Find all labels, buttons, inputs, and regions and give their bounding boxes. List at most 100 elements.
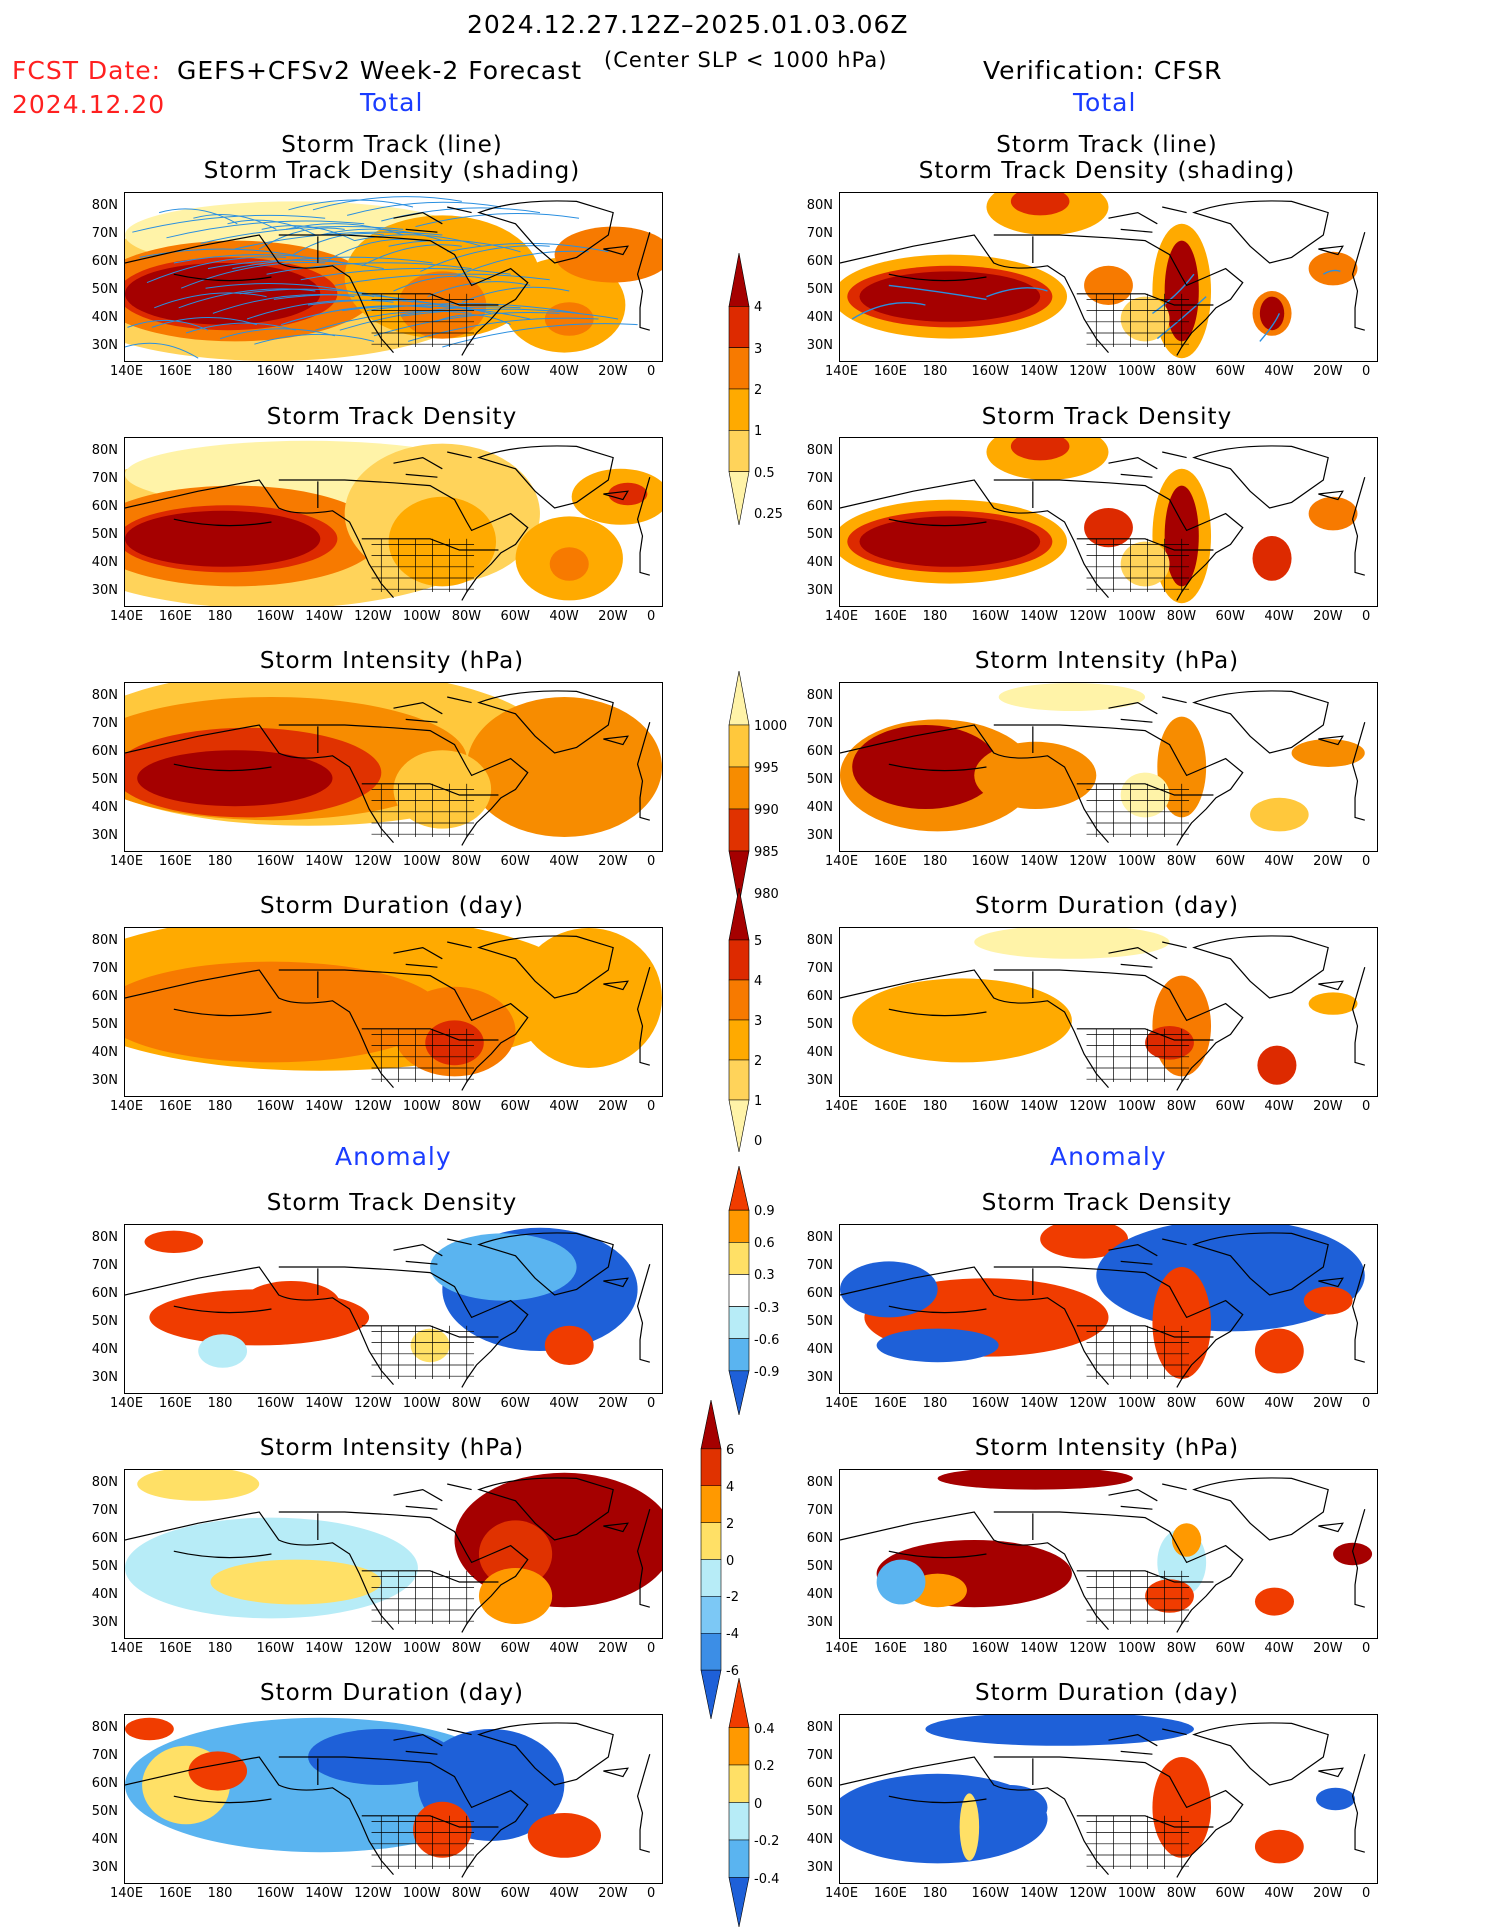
lat-label: 40N bbox=[84, 1832, 118, 1847]
lon-label: 0 bbox=[1362, 364, 1370, 379]
lon-label: 180 bbox=[923, 364, 948, 379]
lon-label: 160E bbox=[874, 1099, 907, 1114]
lon-label: 20W bbox=[1313, 1396, 1342, 1411]
map-panel-5-left bbox=[124, 1469, 663, 1639]
colorbar-segment bbox=[701, 1486, 721, 1523]
field-blob-0 bbox=[925, 1715, 1194, 1746]
lat-label: 40N bbox=[799, 555, 833, 570]
fcst-date-label: FCST Date: bbox=[12, 56, 161, 85]
lon-label: 0 bbox=[647, 1886, 655, 1901]
lon-label: 160E bbox=[874, 609, 907, 624]
map-svg bbox=[840, 193, 1377, 361]
lon-label: 140E bbox=[110, 1886, 143, 1901]
colorbar-label: 990 bbox=[754, 803, 779, 818]
lon-label: 60W bbox=[1216, 1099, 1245, 1114]
colorbar-segment bbox=[729, 1765, 749, 1803]
field-blob-5 bbox=[1292, 739, 1365, 767]
lat-label: 60N bbox=[84, 1531, 118, 1546]
lon-label: 60W bbox=[501, 1641, 530, 1656]
lon-label: 100W bbox=[1118, 854, 1156, 869]
section-total-right: Total bbox=[1073, 88, 1136, 117]
lon-label: 180 bbox=[923, 1886, 948, 1901]
lon-label: 20W bbox=[1313, 1641, 1342, 1656]
coastline-europe bbox=[1353, 967, 1365, 1065]
lat-label: 60N bbox=[799, 499, 833, 514]
lon-label: 80W bbox=[1167, 1641, 1196, 1656]
colorbar-label: 3 bbox=[754, 342, 762, 357]
lat-label: 80N bbox=[799, 1475, 833, 1490]
lat-label: 30N bbox=[84, 1073, 118, 1088]
map-svg bbox=[125, 928, 662, 1096]
lat-label: 70N bbox=[799, 716, 833, 731]
lon-label: 140W bbox=[1020, 1099, 1058, 1114]
lon-label: 140W bbox=[1020, 854, 1058, 869]
lon-label: 180 bbox=[208, 1641, 233, 1656]
lat-label: 70N bbox=[84, 1503, 118, 1518]
lon-label: 120W bbox=[1069, 364, 1107, 379]
lon-label: 20W bbox=[1313, 1099, 1342, 1114]
lat-label: 40N bbox=[84, 1045, 118, 1060]
field-blob-1 bbox=[137, 1470, 259, 1501]
lat-label: 40N bbox=[799, 1045, 833, 1060]
colorbar-intensity_anom bbox=[700, 1400, 722, 1719]
map-panel-3-right bbox=[839, 927, 1378, 1097]
field-blob-4 bbox=[430, 1233, 576, 1300]
field-blob-6 bbox=[1145, 1579, 1194, 1613]
lon-label: 140E bbox=[110, 1641, 143, 1656]
colorbar-segment bbox=[729, 348, 749, 389]
colorbar-label: 0.25 bbox=[754, 507, 783, 522]
colorbar-label: 1 bbox=[754, 1094, 762, 1109]
lon-label: 140W bbox=[1020, 364, 1058, 379]
colorbar-intensity_total bbox=[728, 671, 750, 905]
lon-label: 160W bbox=[256, 364, 294, 379]
lon-label: 160W bbox=[256, 1886, 294, 1901]
lat-label: 70N bbox=[84, 961, 118, 976]
lon-label: 20W bbox=[1313, 364, 1342, 379]
lon-label: 20W bbox=[598, 1099, 627, 1114]
lon-label: 120W bbox=[354, 854, 392, 869]
colorbar-segment bbox=[729, 1060, 749, 1100]
colorbar-label: 1000 bbox=[754, 719, 787, 734]
colorbar-density_anom bbox=[728, 1166, 750, 1415]
colorbar-label: 0.9 bbox=[754, 1204, 775, 1219]
lon-label: 100W bbox=[403, 1099, 441, 1114]
lon-label: 60W bbox=[501, 854, 530, 869]
field-blob-0 bbox=[974, 928, 1169, 959]
lat-label: 30N bbox=[84, 338, 118, 353]
field-blob-5 bbox=[413, 1802, 472, 1858]
map-svg bbox=[125, 1470, 662, 1638]
lon-label: 40W bbox=[1264, 609, 1293, 624]
lon-label: 20W bbox=[598, 1886, 627, 1901]
lon-label: 160W bbox=[256, 1099, 294, 1114]
field-blob-4 bbox=[1255, 1830, 1304, 1864]
panel-title-5-right: Storm Intensity (hPa) bbox=[827, 1435, 1387, 1461]
lat-label: 40N bbox=[799, 1342, 833, 1357]
coastline-iceland bbox=[603, 1768, 627, 1776]
lat-label: 30N bbox=[799, 338, 833, 353]
panel-title-3-left: Storm Duration (day) bbox=[112, 893, 672, 919]
field-blob-6 bbox=[1304, 1287, 1353, 1315]
colorbar-label: 2 bbox=[754, 383, 762, 398]
lon-label: 180 bbox=[923, 854, 948, 869]
colorbar-label: 0.6 bbox=[754, 1236, 775, 1251]
coastline-europe bbox=[1353, 232, 1365, 330]
lon-label: 0 bbox=[647, 854, 655, 869]
field-blob-6 bbox=[1250, 798, 1309, 832]
lon-label: 100W bbox=[1118, 1099, 1156, 1114]
map-panel-2-left bbox=[124, 682, 663, 852]
lon-label: 20W bbox=[598, 1396, 627, 1411]
lat-label: 50N bbox=[84, 1017, 118, 1032]
field-blob-0 bbox=[999, 683, 1145, 711]
lon-label: 120W bbox=[354, 609, 392, 624]
colorbar-label: 0.2 bbox=[754, 1759, 775, 1774]
lon-label: 60W bbox=[1216, 609, 1245, 624]
lat-label: 30N bbox=[84, 1860, 118, 1875]
section-total-left: Total bbox=[360, 88, 423, 117]
panel-title-0-right: Storm Track Density (shading) bbox=[827, 158, 1387, 184]
colorbar-label: -6 bbox=[726, 1664, 739, 1679]
lon-label: 160W bbox=[256, 1641, 294, 1656]
colorbar-segment bbox=[729, 980, 749, 1020]
field-blob-4 bbox=[860, 271, 1041, 321]
field-blob-5 bbox=[1316, 1788, 1355, 1810]
lat-label: 80N bbox=[84, 1720, 118, 1735]
